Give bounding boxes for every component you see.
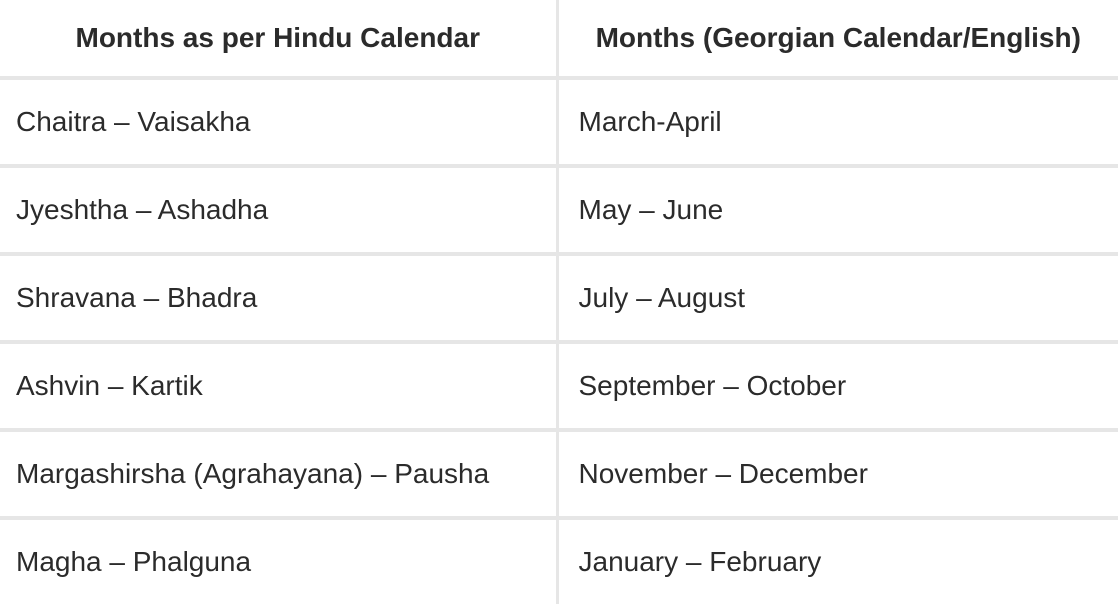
gregorian-month-cell: May – June: [557, 166, 1118, 256]
gregorian-month-cell: March-April: [557, 78, 1118, 168]
header-row: Months as per Hindu Calendar Months (Geo…: [0, 0, 1118, 80]
table-row: Shravana – Bhadra July – August: [0, 254, 1118, 344]
hindu-month-cell: Magha – Phalguna: [0, 518, 559, 604]
table-header: Months as per Hindu Calendar Months (Geo…: [0, 0, 1118, 80]
table-row: Ashvin – Kartik September – October: [0, 342, 1118, 432]
hindu-month-cell: Ashvin – Kartik: [0, 342, 559, 432]
table-row: Chaitra – Vaisakha March-April: [0, 78, 1118, 168]
gregorian-month-cell: July – August: [557, 254, 1118, 344]
table-row: Magha – Phalguna January – February: [0, 518, 1118, 604]
header-gregorian-months: Months (Georgian Calendar/English): [557, 0, 1118, 80]
gregorian-month-cell: January – February: [578, 546, 822, 577]
table-row: Jyeshtha – Ashadha May – June: [0, 166, 1118, 256]
header-hindu-months: Months as per Hindu Calendar: [0, 0, 559, 80]
gregorian-month-cell: September – October: [557, 342, 1118, 432]
gregorian-month-cell: November – December: [557, 430, 1118, 520]
hindu-month-cell: Jyeshtha – Ashadha: [0, 166, 559, 256]
table-body: Chaitra – Vaisakha March-April Jyeshtha …: [0, 78, 1118, 604]
table-row: Margashirsha (Agrahayana) – Pausha Novem…: [0, 430, 1118, 520]
hindu-month-cell: Chaitra – Vaisakha: [0, 78, 559, 168]
hindu-month-cell: Margashirsha (Agrahayana) – Pausha: [0, 430, 559, 520]
hindu-month-cell: Shravana – Bhadra: [0, 254, 559, 344]
